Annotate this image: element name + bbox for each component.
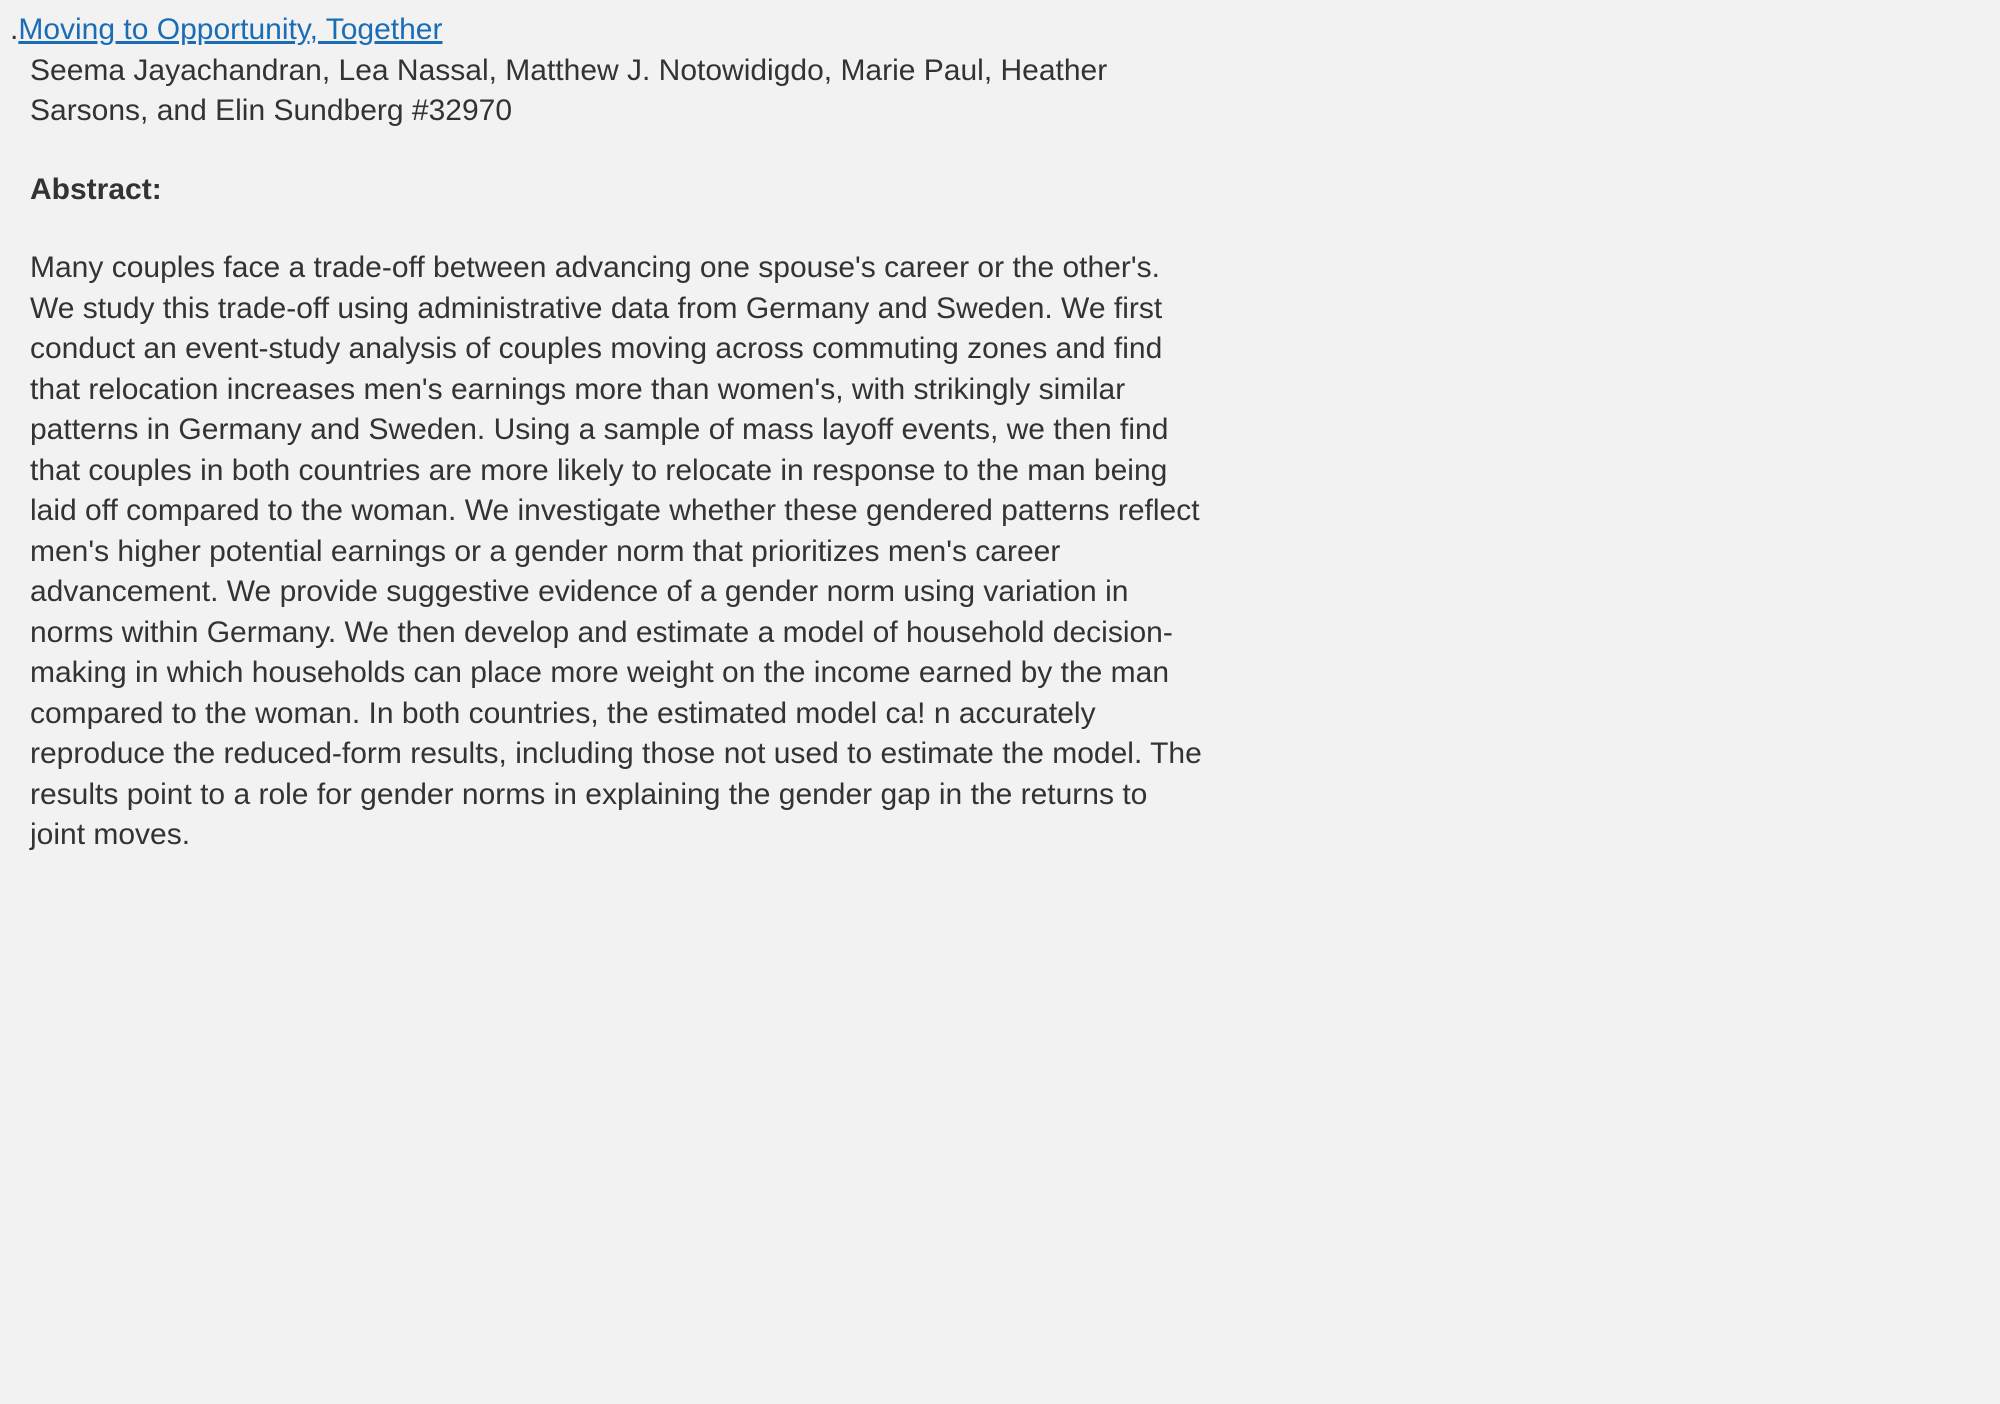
- abstract-text: Many couples face a trade-off between ad…: [30, 248, 1210, 856]
- paper-title-link[interactable]: Moving to Opportunity, Together: [18, 10, 442, 51]
- title-row: . Moving to Opportunity, Together: [10, 10, 1210, 51]
- paper-authors: Seema Jayachandran, Lea Nassal, Matthew …: [30, 51, 1210, 132]
- paper-entry: . Moving to Opportunity, Together Seema …: [10, 10, 1210, 856]
- abstract-label: Abstract:: [30, 170, 1210, 211]
- list-marker: .: [10, 10, 18, 51]
